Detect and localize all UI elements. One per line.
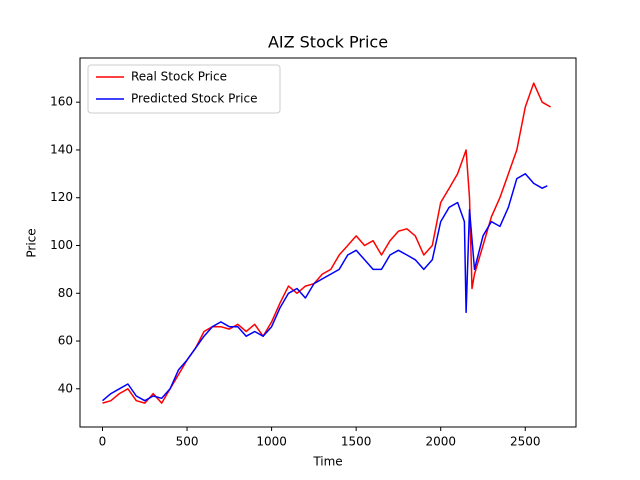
x-tick-label: 500 [176, 435, 199, 449]
x-tick-label: 2500 [510, 435, 541, 449]
y-tick-label: 60 [58, 334, 73, 348]
legend-box [87, 64, 281, 114]
y-tick-label: 40 [58, 381, 73, 395]
x-tick-label: 1000 [256, 435, 287, 449]
series-line [102, 173, 548, 402]
plot-frame [79, 57, 577, 428]
y-tick-label: 120 [50, 190, 73, 204]
chart-title: AIZ Stock Price [268, 33, 388, 52]
x-tick-label: 1500 [341, 435, 372, 449]
y-tick-label: 160 [50, 95, 73, 109]
y-tick-label: 100 [50, 238, 73, 252]
x-tick-label: 0 [99, 435, 107, 449]
legend-label: Predicted Stock Price [131, 92, 257, 106]
legend-label: Real Stock Price [131, 70, 227, 84]
y-axis-label: Price [25, 228, 39, 257]
x-axis-label: Time [312, 455, 342, 469]
y-tick-label: 140 [50, 142, 73, 156]
x-tick-label: 2000 [425, 435, 456, 449]
y-tick-label: 80 [58, 286, 73, 300]
series-line [102, 82, 551, 404]
